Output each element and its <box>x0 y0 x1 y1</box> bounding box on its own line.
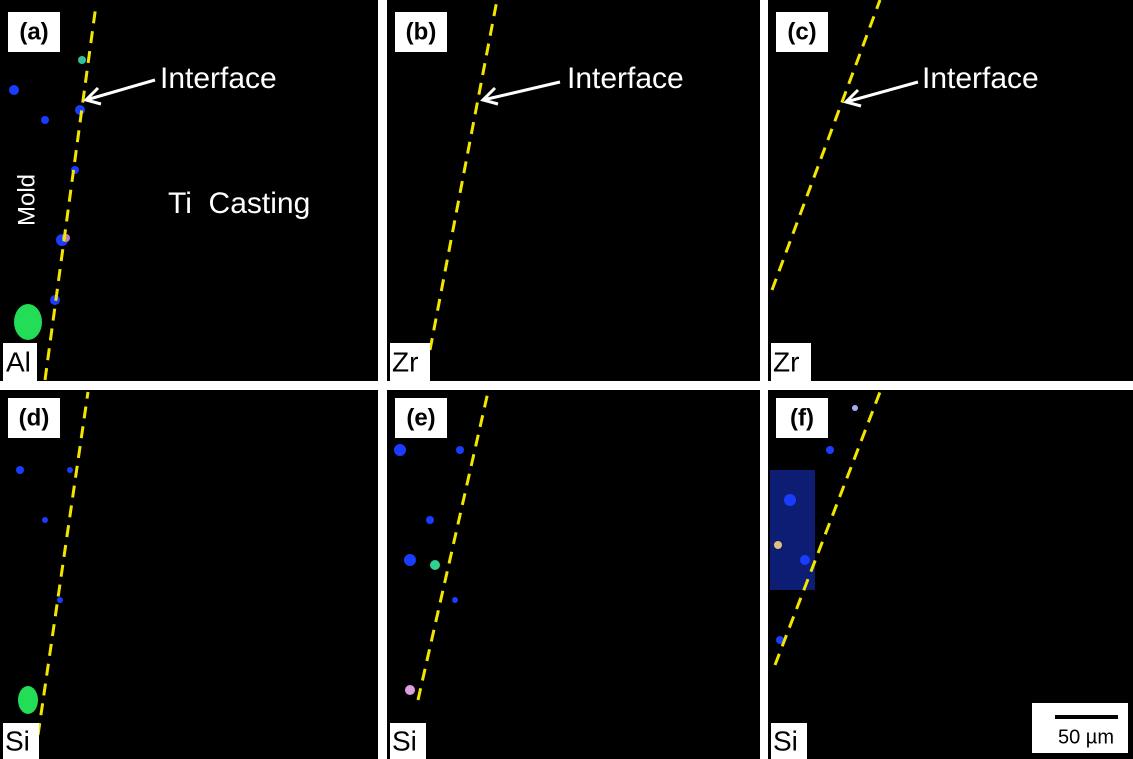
element-label: Si <box>773 725 798 756</box>
annotation: Interface <box>160 62 277 95</box>
panel-label: (f) <box>790 404 814 431</box>
annotation: Interface <box>922 62 1039 95</box>
element-label: Zr <box>392 346 418 377</box>
figure: (a) (b) (c) (d) (e) (f) Al Zr Zr Si Si S… <box>0 0 1133 759</box>
element-label: Zr <box>773 346 799 377</box>
annotation: Interface <box>567 62 684 95</box>
element-label: Si <box>392 725 417 756</box>
panel-b <box>387 0 760 381</box>
panel-d <box>0 390 378 759</box>
panel-label: (e) <box>406 404 435 431</box>
element-label: Al <box>6 346 31 377</box>
panel-e <box>387 390 760 759</box>
scale-label: 50 µm <box>1058 726 1114 748</box>
panel-label: (c) <box>787 18 816 45</box>
panel-label: (a) <box>19 18 48 45</box>
panel-label: (d) <box>19 404 50 431</box>
element-label: Si <box>5 725 30 756</box>
annotation: Mold <box>13 174 40 226</box>
annotation: Ti Casting <box>168 187 310 220</box>
panel-c <box>768 0 1133 381</box>
panel-label: (b) <box>406 18 437 45</box>
